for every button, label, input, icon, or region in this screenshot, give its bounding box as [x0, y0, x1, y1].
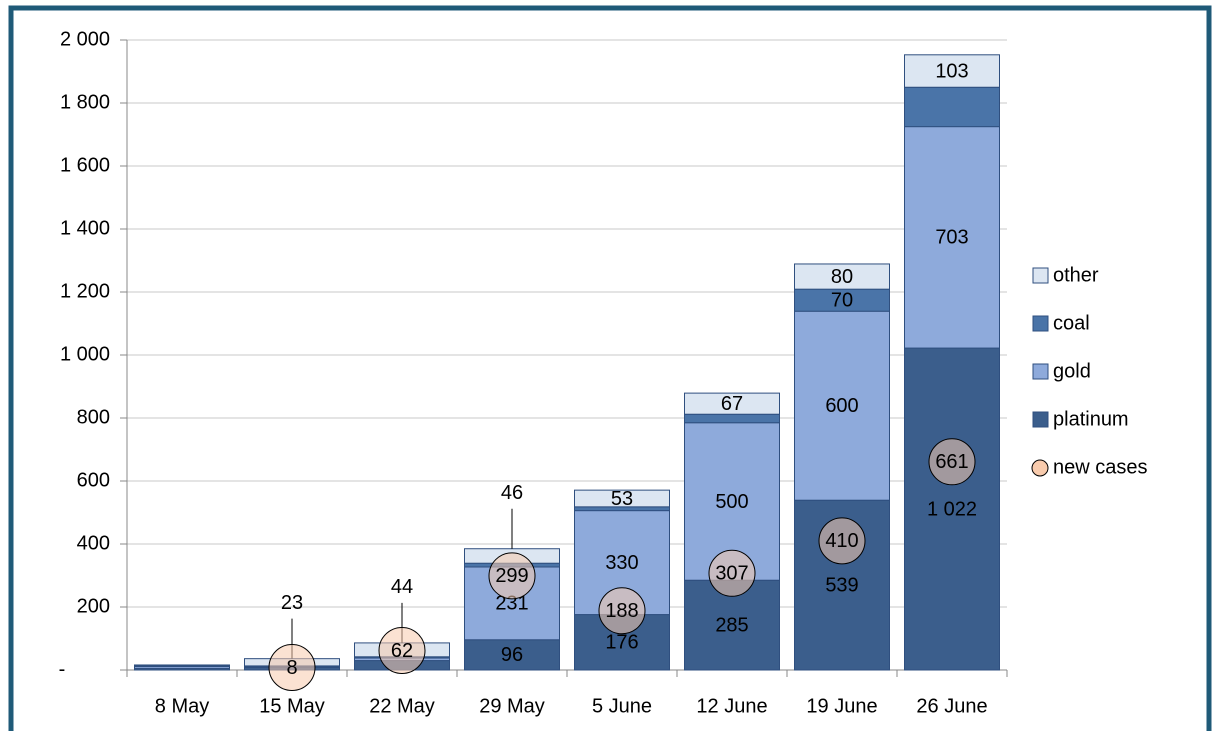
bubble [818, 517, 866, 565]
data-label: 1 022 [927, 498, 977, 520]
legend-label: other [1053, 264, 1099, 286]
x-tick-label: 5 June [592, 695, 652, 717]
bar-segment [684, 413, 780, 424]
bubble-label: 661 [935, 451, 968, 473]
bubble [488, 552, 536, 600]
x-tick-label: 22 May [369, 695, 435, 717]
y-tick-label: 200 [77, 595, 110, 617]
y-tick-label: 1 200 [60, 280, 110, 302]
data-label: 500 [715, 491, 748, 513]
data-label: 67 [721, 393, 743, 415]
bar-segment [794, 310, 890, 501]
legend-swatch [1031, 459, 1049, 477]
bar-segment [134, 664, 230, 667]
data-label: 44 [391, 576, 413, 598]
bubble [928, 438, 976, 486]
bubble-label: 307 [715, 563, 748, 585]
data-label: 80 [831, 266, 853, 288]
data-label: 176 [605, 632, 638, 654]
data-label: 103 [935, 60, 968, 82]
data-label: 23 [281, 592, 303, 614]
y-tick-label: 2 000 [60, 28, 110, 50]
data-label: 46 [501, 482, 523, 504]
data-label: 703 [935, 227, 968, 249]
legend-label: new cases [1053, 456, 1148, 478]
bubble-label: 188 [605, 600, 638, 622]
bar-segment [464, 639, 560, 671]
x-tick-label: 15 May [259, 695, 325, 717]
data-label: 539 [825, 574, 858, 596]
y-tick-label: - [59, 658, 66, 680]
bubble-label: 8 [286, 657, 297, 679]
x-tick-label: 12 June [696, 695, 767, 717]
data-label: 96 [501, 644, 523, 666]
data-label: 70 [831, 289, 853, 311]
y-tick-label: 400 [77, 532, 110, 554]
bubble-label: 62 [391, 640, 413, 662]
bubble [598, 587, 646, 635]
y-tick-label: 1 800 [60, 91, 110, 113]
x-tick-label: 26 June [916, 695, 987, 717]
data-label: 330 [605, 552, 638, 574]
bar-segment [684, 392, 780, 415]
frame [8, 5, 1212, 731]
bubble-label: 299 [495, 565, 528, 587]
y-tick-label: 800 [77, 406, 110, 428]
x-tick-label: 29 May [479, 695, 545, 717]
y-tick-label: 600 [77, 469, 110, 491]
data-label: 285 [715, 614, 748, 636]
legend-swatch [1032, 363, 1049, 380]
x-tick-label: 8 May [155, 695, 209, 717]
legend-swatch [1032, 267, 1049, 284]
y-tick-label: 1 600 [60, 154, 110, 176]
bubble [708, 549, 756, 597]
bubble [378, 626, 426, 674]
legend-swatch [1032, 315, 1049, 332]
legend-swatch [1032, 411, 1049, 428]
bar-segment [904, 86, 1000, 128]
bubble-label: 410 [825, 530, 858, 552]
bubble [268, 643, 316, 691]
legend-label: gold [1053, 360, 1091, 382]
legend-label: platinum [1053, 408, 1129, 430]
bar-segment [574, 489, 670, 508]
legend-label: coal [1053, 312, 1090, 334]
bar-segment [904, 347, 1000, 671]
data-label: 600 [825, 395, 858, 417]
data-label: 231 [495, 593, 528, 615]
y-tick-label: 1 000 [60, 343, 110, 365]
data-label: 53 [611, 488, 633, 510]
y-tick-label: 1 400 [60, 217, 110, 239]
x-tick-label: 19 June [806, 695, 877, 717]
bar-segment [904, 54, 1000, 88]
bar-segment [794, 263, 890, 290]
